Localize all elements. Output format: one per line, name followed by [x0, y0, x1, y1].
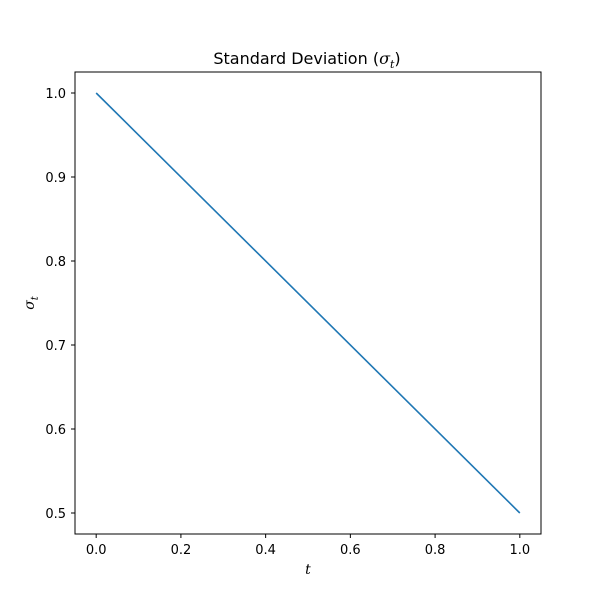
y-tick-label: 0.7 [45, 339, 66, 354]
y-tick-label: 0.9 [45, 171, 66, 186]
y-tick-label: 0.6 [45, 423, 66, 438]
series-line [95, 92, 521, 514]
y-tick-label: 0.5 [45, 507, 66, 522]
plot-frame [74, 71, 542, 535]
y-axis-ticks: 0.5 0.6 0.7 0.8 0.9 1.0 [45, 87, 75, 522]
x-tick-label: 1.0 [509, 543, 530, 558]
chart-title: Standard Deviation (σt) [213, 49, 400, 71]
x-tick-label: 0.2 [171, 543, 192, 558]
y-tick-label: 0.8 [45, 255, 66, 270]
x-tick-label: 0.0 [86, 543, 107, 558]
x-tick-label: 0.4 [255, 543, 276, 558]
x-tick-label: 0.8 [425, 543, 446, 558]
x-axis-ticks: 0.0 0.2 0.4 0.6 0.8 1.0 [86, 534, 530, 558]
series-layer [95, 92, 521, 514]
x-axis-label: t [305, 562, 311, 578]
x-tick-label: 0.6 [340, 543, 361, 558]
y-tick-label: 1.0 [45, 87, 66, 102]
y-axis-label: σt [22, 295, 41, 310]
